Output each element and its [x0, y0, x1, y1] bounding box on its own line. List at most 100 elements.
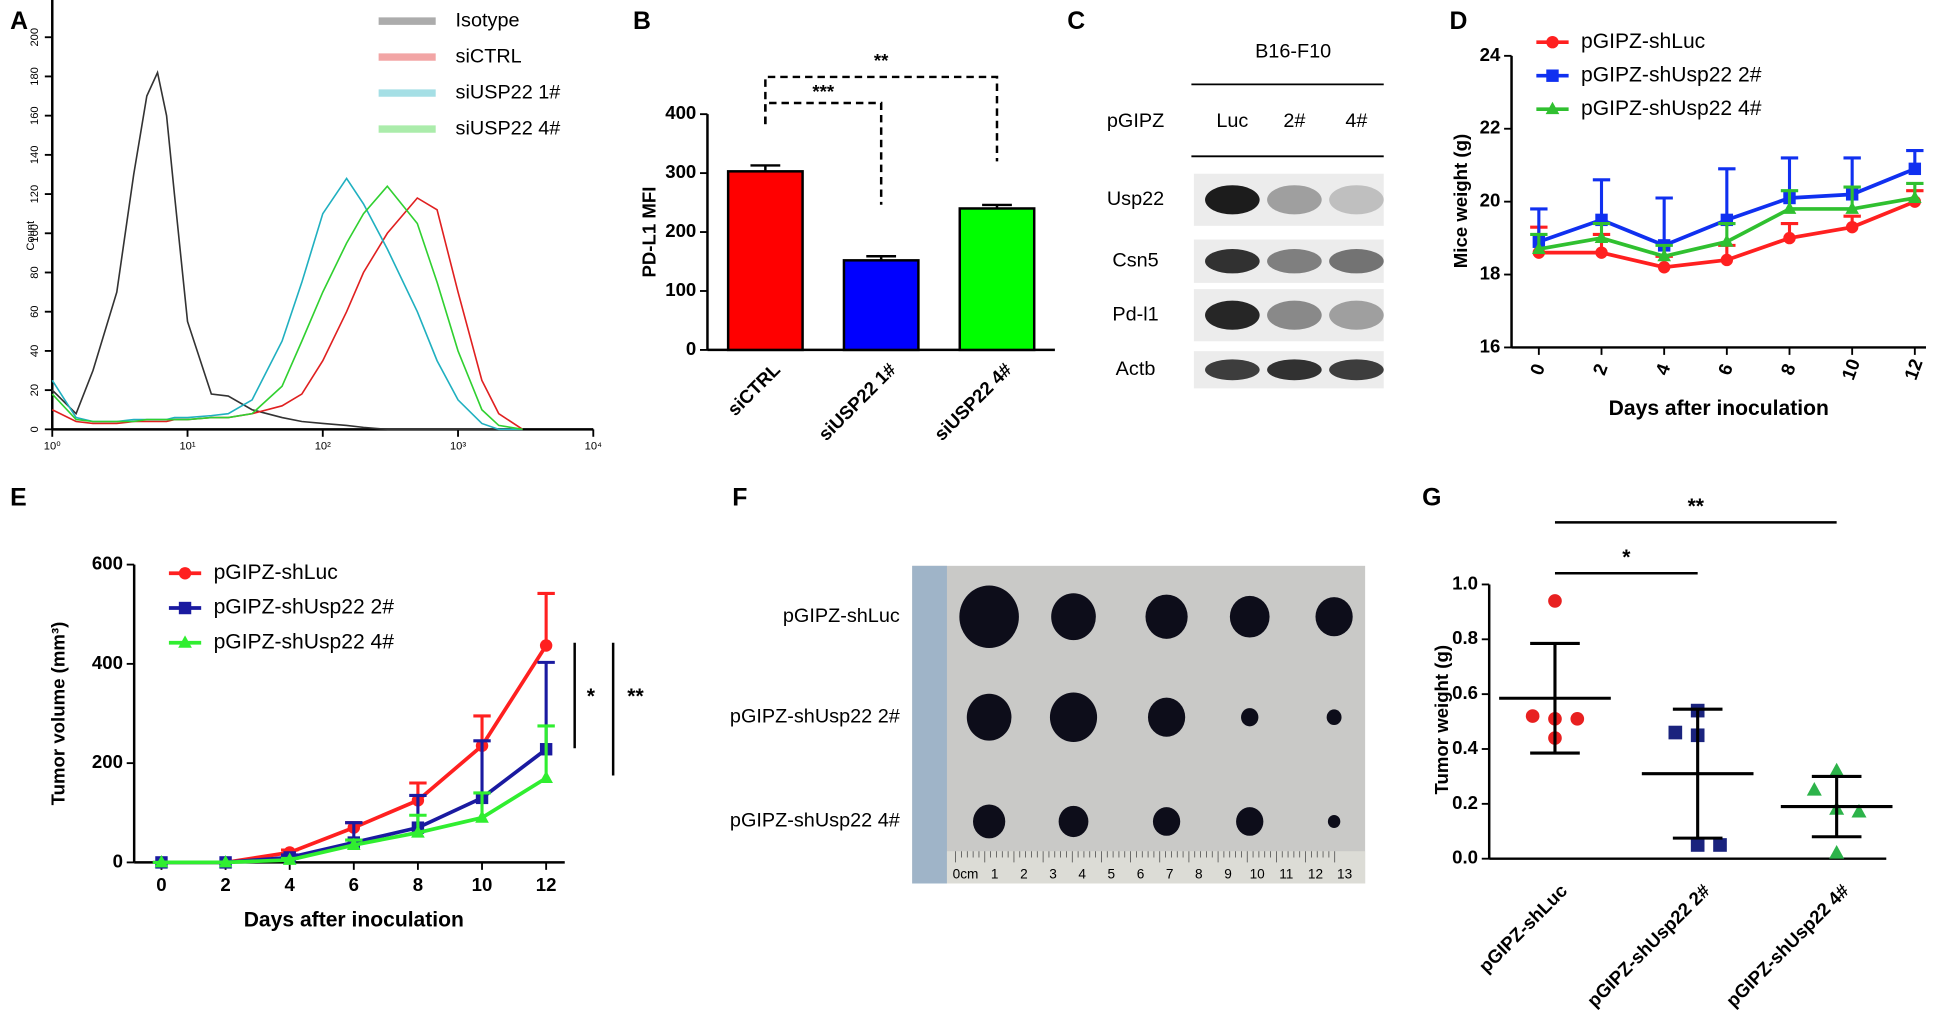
ruler-label: 7: [1166, 866, 1174, 881]
x-tick-label: 8: [1776, 361, 1799, 378]
x-tick-label: pGIPZ-shLuc: [1474, 880, 1571, 977]
y-tick-label: 0.0: [1452, 847, 1478, 868]
marker: [411, 825, 425, 838]
x-tick-label: 12: [1900, 356, 1927, 383]
y-tick-label: 0.6: [1452, 682, 1478, 703]
y-axis-label: Count: [25, 220, 37, 251]
tumor: [1145, 594, 1188, 639]
legend-label: pGIPZ-shUsp22 4#: [1581, 97, 1762, 120]
y-tick-label: 400: [92, 652, 123, 673]
x-tick-label: 10¹: [179, 441, 195, 453]
sd-bar: [1530, 641, 1580, 755]
x-tick-label: siCTRL: [723, 359, 784, 420]
series-line: [51, 176, 523, 431]
vector-label: pGIPZ: [1107, 110, 1164, 132]
series-line: [51, 69, 523, 431]
bar: [726, 170, 804, 352]
marker: [218, 854, 233, 868]
y-tick-label: 120: [29, 185, 41, 204]
vertical-ruler: [912, 565, 947, 884]
blot-band: [1267, 249, 1322, 274]
significance-label: **: [1688, 495, 1705, 518]
marker: [154, 854, 169, 868]
marker: [1570, 712, 1585, 726]
panel-label: B: [633, 8, 651, 35]
x-tick-label: 8: [413, 874, 423, 895]
significance-label: ***: [812, 81, 834, 102]
row-label: pGIPZ-shUsp22 2#: [730, 705, 900, 727]
tumor: [1152, 807, 1181, 836]
panel-label: C: [1067, 8, 1085, 35]
marker: [1713, 838, 1727, 852]
horizontal-ruler: [946, 851, 1366, 884]
blot-band: [1267, 300, 1322, 330]
y-axis-label: Mice weight (g): [1450, 134, 1471, 268]
row-label: pGIPZ-shLuc: [783, 605, 900, 627]
legend-label: siUSP22 1#: [456, 81, 561, 103]
blot-band: [1329, 249, 1384, 274]
legend-marker: [178, 601, 192, 615]
protein-label: Pd-l1: [1112, 303, 1158, 325]
y-tick-label: 20: [29, 384, 41, 396]
x-tick-label: pGIPZ-shUsp22 2#: [1583, 879, 1715, 1011]
ruler-label: 1: [991, 866, 999, 881]
y-tick-label: 140: [29, 146, 41, 165]
ruler-label: 10: [1250, 866, 1266, 881]
y-tick-label: 22: [1480, 117, 1501, 138]
y-tick-label: 160: [29, 106, 41, 125]
legend-marker: [1545, 101, 1560, 115]
x-tick-label: siUSP22 1#: [814, 358, 900, 444]
marker: [475, 810, 489, 823]
marker: [1720, 253, 1734, 267]
panel-label: E: [10, 484, 27, 511]
tumor: [1058, 805, 1089, 838]
sd-bar: [1811, 774, 1862, 839]
legend-label: pGIPZ-shUsp22 2#: [214, 596, 395, 619]
marker: [346, 837, 361, 850]
y-tick-label: 200: [92, 751, 123, 772]
blot-band: [1329, 359, 1384, 381]
x-axis-label: Days after inoculation: [1609, 397, 1829, 420]
ruler-label: 4: [1078, 866, 1086, 881]
marker: [1548, 594, 1562, 608]
tumor: [1229, 595, 1270, 638]
marker: [1908, 162, 1922, 176]
marker: [1845, 220, 1859, 234]
y-axis-label: Tumor weight (g): [1431, 645, 1452, 795]
marker: [1595, 246, 1608, 259]
marker: [1720, 234, 1734, 247]
row-label: pGIPZ-shUsp22 4#: [730, 810, 900, 832]
bar: [842, 259, 920, 352]
marker: [1829, 845, 1845, 859]
x-tick-label: 0: [1526, 361, 1549, 378]
sd-bar: [1672, 707, 1723, 840]
y-tick-label: 0.4: [1452, 737, 1479, 758]
bar: [958, 207, 1036, 352]
marker: [1851, 803, 1867, 818]
legend-marker: [178, 635, 192, 648]
marker: [1845, 201, 1859, 214]
y-tick-label: 600: [92, 553, 123, 574]
x-tick-label: 4: [1651, 360, 1674, 378]
significance-label: *: [1622, 546, 1631, 569]
y-tick-label: 0.8: [1452, 627, 1478, 648]
y-tick-label: 100: [665, 279, 696, 300]
marker: [539, 639, 553, 652]
legend-label: pGIPZ-shLuc: [214, 561, 338, 584]
marker: [1532, 241, 1546, 254]
significance-bracket: [764, 101, 883, 205]
marker: [1690, 838, 1705, 852]
protein-label: Usp22: [1107, 188, 1164, 210]
blot-band: [1329, 300, 1384, 330]
y-tick-label: 0: [29, 426, 41, 432]
marker: [1829, 762, 1845, 777]
marker: [282, 852, 297, 865]
legend-label: pGIPZ-shUsp22 2#: [1581, 63, 1762, 86]
y-tick-label: 1.0: [1452, 572, 1478, 593]
x-tick-label: 10⁰: [44, 441, 61, 453]
y-tick-label: 0: [113, 850, 123, 871]
y-tick-label: 20: [1480, 190, 1501, 211]
panel-label: F: [732, 484, 747, 511]
